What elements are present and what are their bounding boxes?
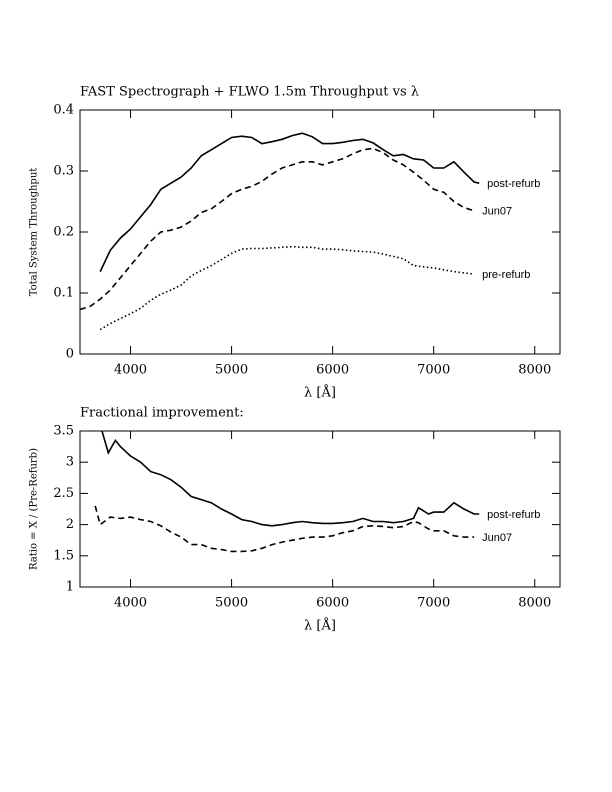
x-tick-label: 4000: [114, 363, 147, 378]
panel: Fractional improvement: λ [Å] Ratio = X / …: [29, 406, 561, 634]
panel: FAST Spectrograph + FLWO 1.5m Throughput…: [29, 85, 561, 401]
series-line: [80, 147, 475, 311]
y-tick-label: 0.2: [53, 225, 74, 240]
series-label: post-refurb: [487, 509, 540, 521]
series-label: pre-refurb: [482, 269, 530, 281]
y-tick-label: 3: [66, 455, 74, 470]
x-tick-label: 8000: [518, 363, 551, 378]
plot-frame: [79, 430, 561, 588]
y-tick-label: 0: [66, 347, 74, 362]
chart-title: Fractional improvement:: [80, 406, 244, 421]
series-line: [99, 132, 480, 272]
chart-title: FAST Spectrograph + FLWO 1.5m Throughput…: [80, 85, 419, 100]
y-tick-label: 2: [66, 517, 74, 532]
x-tick-label: 5000: [215, 596, 248, 611]
x-tick-label: 6000: [316, 596, 349, 611]
y-axis-label: Total System Throughput: [29, 168, 40, 297]
x-axis-label: λ [Å]: [304, 385, 336, 401]
x-tick-label: 6000: [316, 363, 349, 378]
x-axis-label: λ [Å]: [304, 618, 336, 634]
y-tick-label: 1: [66, 580, 74, 595]
x-tick-label: 7000: [417, 596, 450, 611]
y-tick-label: 0.4: [53, 103, 74, 118]
series-line: [99, 245, 475, 331]
series-label: Jun07: [482, 206, 512, 218]
series-line: [101, 431, 480, 527]
plot-frame: [79, 109, 561, 355]
y-tick-label: 1.5: [53, 548, 74, 563]
x-tick-label: 5000: [215, 363, 248, 378]
y-tick-label: 2.5: [53, 486, 74, 501]
x-tick-label: 8000: [518, 596, 551, 611]
series-line: [94, 505, 475, 553]
y-tick-label: 0.1: [53, 286, 74, 301]
y-tick-label: 3.5: [53, 424, 74, 439]
y-axis-label: Ratio = X / (Pre-Refurb): [29, 448, 40, 570]
y-tick-label: 0.3: [53, 164, 74, 179]
x-tick-label: 4000: [114, 596, 147, 611]
series-label: post-refurb: [487, 178, 540, 190]
series-label: Jun07: [482, 532, 512, 544]
x-tick-label: 7000: [417, 363, 450, 378]
